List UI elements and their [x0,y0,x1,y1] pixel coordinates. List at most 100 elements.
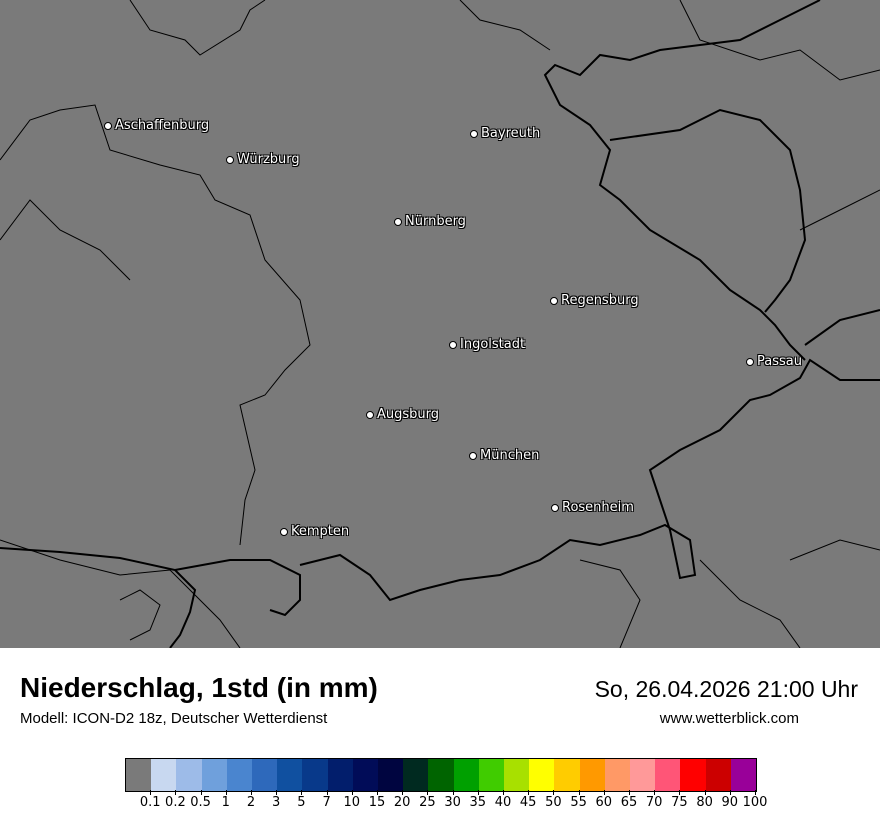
legend-tick [452,790,454,795]
legend-tick-label: 50 [545,795,562,810]
legend-tick-label: 35 [469,795,487,810]
legend-tick [553,790,555,795]
legend-tick-label: 3 [272,795,281,810]
legend-tick [225,790,227,795]
legend-swatch [453,759,479,791]
legend-tick [200,790,202,795]
legend-tick [729,790,731,795]
legend-swatch [529,759,555,791]
city-label: Ingolstadt [449,337,525,352]
city-dot-icon [550,296,558,305]
forecast-datetime: So, 26.04.2026 21:00 Uhr [594,676,858,702]
legend-swatch [705,759,731,791]
city-label: Aschaffenburg [104,118,209,133]
legend-tick-label: 20 [393,795,411,810]
city-label: Bayreuth [470,126,540,141]
city-dot-icon [470,129,478,138]
city-name: Ingolstadt [460,337,526,352]
legend-swatch [403,759,429,791]
legend-tick-label: 60 [595,795,613,810]
legend-tick-label: 100 [742,795,768,810]
legend-tick-label: 70 [645,795,663,810]
legend-tick [326,790,328,795]
legend-tick [629,790,630,795]
legend-swatch [604,759,631,791]
city-label: Rosenheim [551,500,634,515]
border-lines [0,0,880,648]
legend-tick [578,790,580,795]
legend-tick-label: 15 [368,795,386,810]
legend-swatch [151,759,177,791]
city-dot-icon [394,217,402,226]
legend-tick-label: 0.1 [139,795,161,810]
legend-swatch [579,759,605,791]
city-dot-icon [280,527,288,536]
legend-tick [377,790,378,795]
legend-tick [301,790,303,795]
legend-swatch [655,759,681,791]
legend-tick [402,790,404,795]
legend-tick [654,790,656,795]
legend-tick [755,790,756,795]
city-dot-icon [449,340,457,349]
legend-tick [477,790,479,795]
city-name: Bayreuth [481,126,541,141]
legend-swatch [630,759,656,791]
city-label: Nürnberg [394,214,466,229]
website-link[interactable]: www.wetterblick.com [659,710,799,727]
city-name: Aschaffenburg [115,118,210,133]
city-label: Passau [746,354,802,369]
legend-tick [704,790,706,795]
legend-swatch [201,759,227,791]
legend-tick [503,790,504,795]
city-label: Kempten [280,524,349,539]
city-name: Würzburg [237,152,300,167]
color-legend [125,758,757,792]
legend-tick [679,790,681,795]
legend-tick-label: 75 [671,795,688,810]
legend-tick-label: 10 [343,795,361,810]
legend-tick [276,790,278,795]
city-name: Nürnberg [405,214,466,229]
city-name: München [480,448,540,463]
city-dot-icon [469,451,477,460]
legend-swatch [554,759,580,791]
legend-tick-label: 65 [620,795,638,810]
precipitation-map: Aschaffenburg Würzburg Bayreuth Nürnberg Reg… [0,0,880,648]
city-dot-icon [226,155,234,164]
legend-swatch [730,759,757,791]
legend-tick-label: 90 [721,795,739,810]
legend-tick-label: 25 [419,795,436,810]
legend-swatch [252,759,278,791]
legend-swatch [680,759,706,791]
city-label: Augsburg [366,407,439,422]
legend-swatch [504,759,530,791]
legend-ticks: 0.1 0.2 0.5 1 2 3 5 7 10 15 20 25 30 35 40 45 50 55 60 65 70… [125,790,767,820]
city-dot-icon [104,121,112,130]
city-label: München [469,448,539,463]
map-title: Niederschlag, 1std (in mm) [20,672,378,703]
legend-tick [251,790,252,795]
legend-tick-label: 2 [246,795,256,810]
legend-swatch [126,759,152,791]
city-name: Regensburg [561,293,639,308]
city-dot-icon [366,410,374,419]
legend-tick-label: 0.2 [165,795,186,810]
legend-swatch [327,759,353,791]
legend-tick [175,790,177,795]
city-dot-icon [746,357,754,366]
city-dot-icon [551,503,559,512]
legend-tick-label: 0.5 [190,795,211,810]
city-label: Würzburg [226,152,300,167]
legend-swatch [176,759,202,791]
legend-tick-label: 7 [322,795,331,810]
city-label: Regensburg [550,293,639,308]
legend-swatch [378,759,404,791]
model-info: Modell: ICON-D2 18z, Deutscher Wetterdie… [20,710,328,727]
legend-tick [603,790,605,795]
legend-tick-label: 80 [696,795,713,810]
legend-swatch [478,759,505,791]
legend-swatch [302,759,328,791]
legend-swatch [428,759,454,791]
legend-tick-label: 5 [297,795,306,810]
